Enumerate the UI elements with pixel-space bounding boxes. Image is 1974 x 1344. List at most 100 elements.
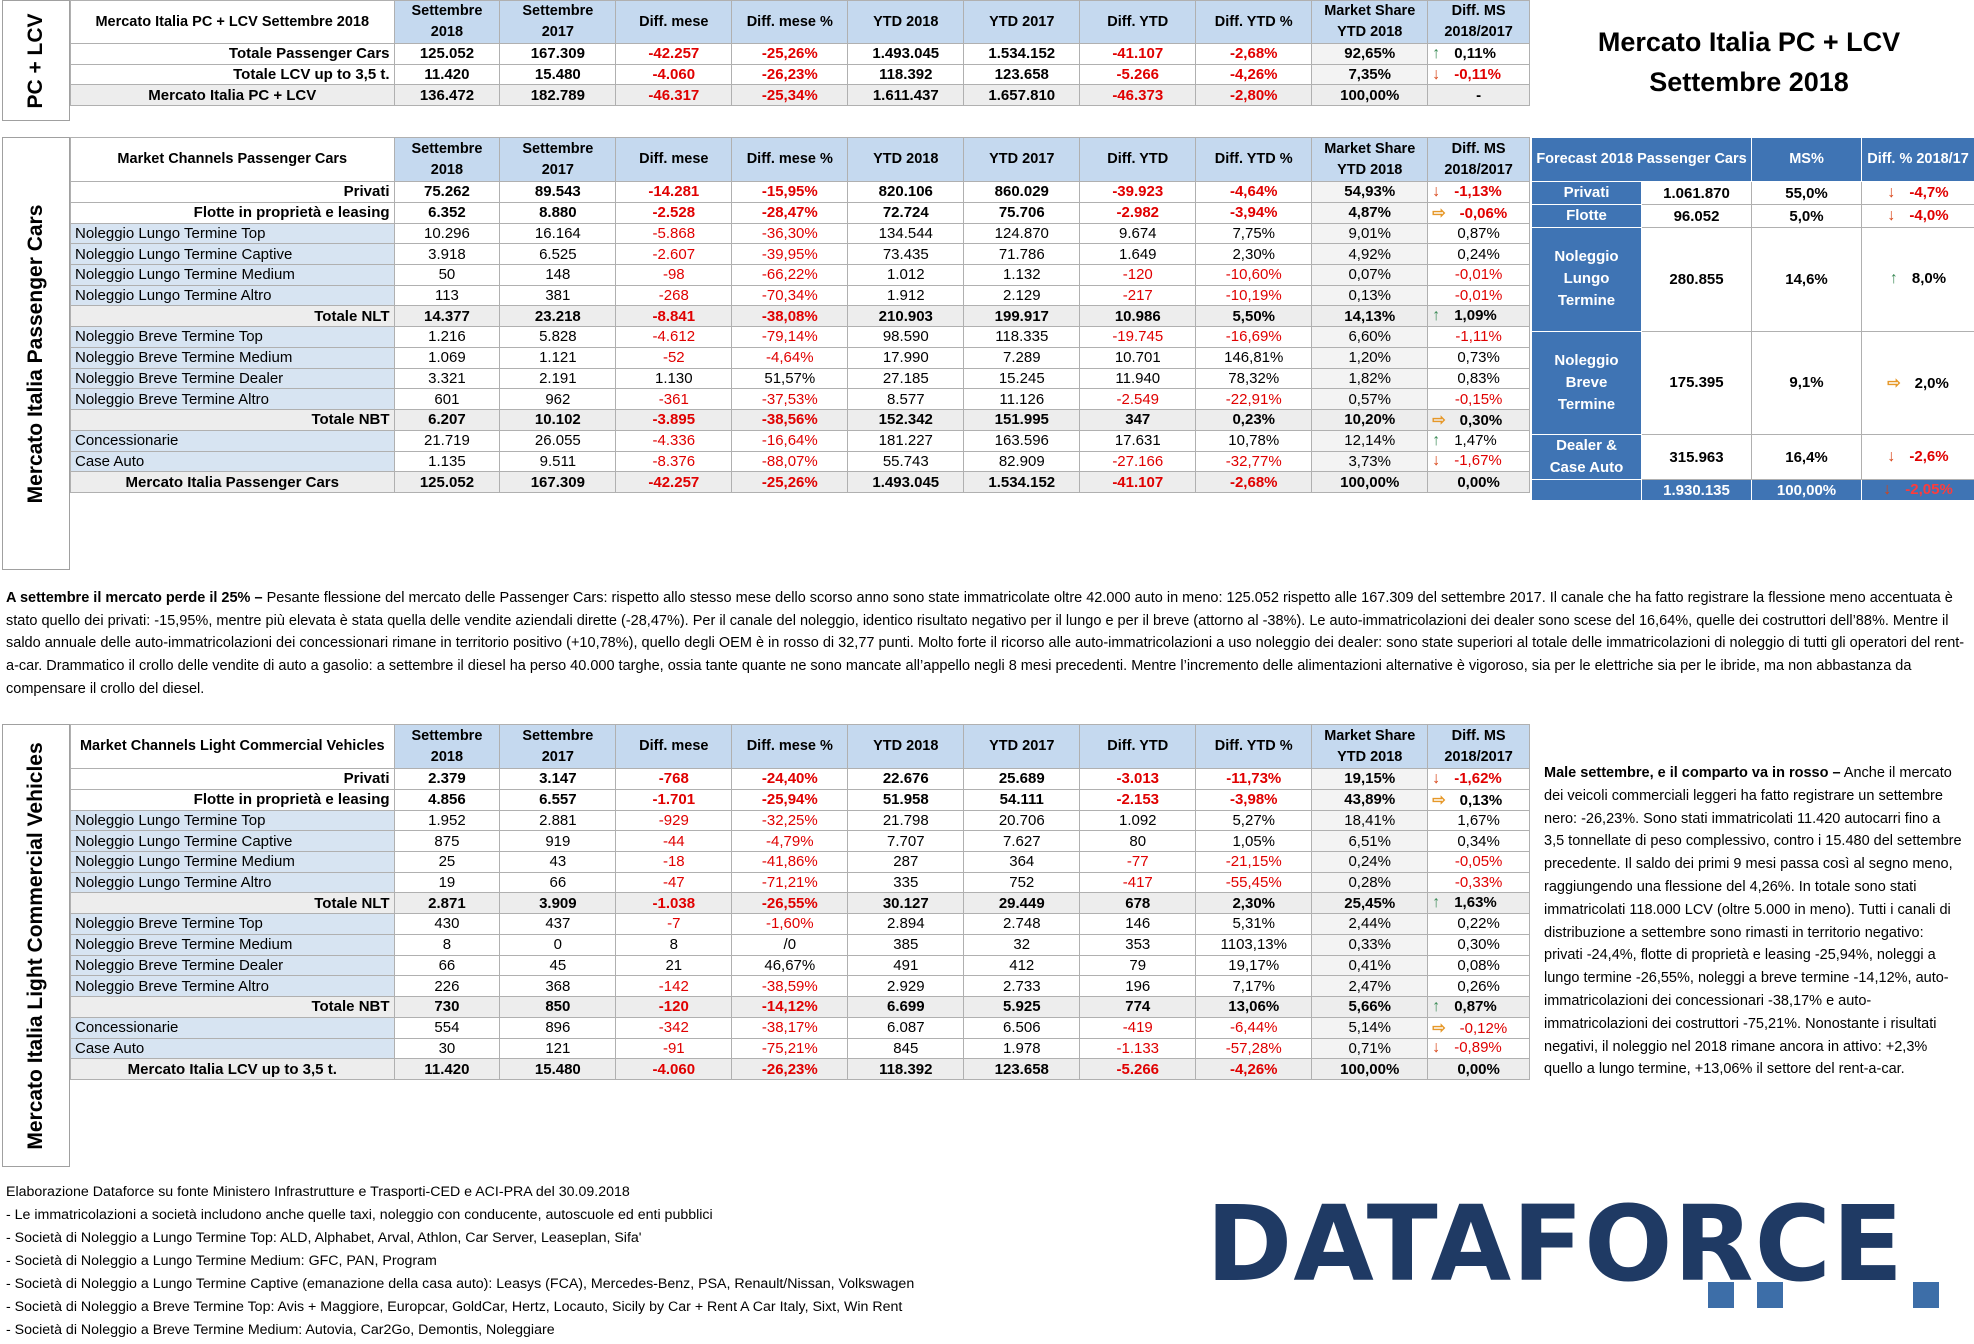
logo-square-2 xyxy=(1757,1282,1783,1308)
footer-notes: Elaborazione Dataforce su fonte Minister… xyxy=(6,1181,914,1342)
cell-value: 79 xyxy=(1079,954,1197,977)
cell-value: 7.707 xyxy=(847,830,965,853)
cell-value: 3.909 xyxy=(499,892,617,915)
row-label: Noleggio Breve Termine Dealer xyxy=(70,367,395,390)
cell-value: -768 xyxy=(615,768,733,790)
cell-value: -268 xyxy=(615,284,733,307)
cell-value: 1.978 xyxy=(963,1037,1081,1060)
cell-value: -4,64% xyxy=(1195,181,1313,203)
cell-value: -26,23% xyxy=(731,63,849,86)
cell-value: -417 xyxy=(1079,871,1197,894)
diff-ms-value: -1,62% xyxy=(1454,769,1502,787)
diff-ms-cell: ↑ 0,87% xyxy=(1427,995,1530,1018)
cell-value: 10.986 xyxy=(1079,305,1197,328)
forecast-value: 1.061.870 xyxy=(1640,181,1753,205)
cell-value: 92,65% xyxy=(1311,43,1429,65)
cell-value: -4,26% xyxy=(1195,63,1313,86)
logo-square-3 xyxy=(1913,1282,1939,1308)
row-label: Mercato Italia Passenger Cars xyxy=(70,471,395,493)
forecast-diff: ↓ -4,7% xyxy=(1861,181,1974,205)
cell-value: -929 xyxy=(615,809,733,832)
row-label: Flotte in proprietà e leasing xyxy=(70,788,395,811)
forecast-table: Forecast 2018 Passenger Cars MS% Diff. % 2… xyxy=(1530,137,1974,501)
cell-value: -2,68% xyxy=(1195,471,1313,493)
cell-value: -27.166 xyxy=(1079,450,1197,473)
arrow-up-icon: ↑ xyxy=(1432,997,1441,1015)
forecast-total-ms: 100,00% xyxy=(1751,479,1863,501)
cell-value: 3,73% xyxy=(1311,450,1429,473)
cell-value: 0,41% xyxy=(1311,954,1429,977)
cell-value: 7.289 xyxy=(963,346,1081,369)
column-header: YTD 2017 xyxy=(963,137,1081,182)
cell-value: 2.929 xyxy=(847,975,965,997)
diff-ms-cell: -1,11% xyxy=(1427,326,1530,348)
diff-ms-value: 0,73% xyxy=(1457,349,1500,367)
cell-value: 1.135 xyxy=(393,450,501,473)
diff-ms-value: 0,34% xyxy=(1457,832,1500,850)
column-header: Diff. MS 2018/2017 xyxy=(1427,0,1530,44)
table-row: Noleggio Breve Termine Top 1.216 5.828 -4.6… xyxy=(70,326,1530,348)
cell-value: 491 xyxy=(847,954,965,977)
row-label: Noleggio Breve Termine Altro xyxy=(70,388,395,410)
cell-value: -24,40% xyxy=(731,768,849,790)
diff-ms-cell: 0,24% xyxy=(1427,243,1530,266)
diff-ms-cell: - xyxy=(1427,84,1530,107)
table-row: Mercato Italia LCV up to 3,5 t. 11.420 15.… xyxy=(70,1058,1530,1080)
cell-value: 335 xyxy=(847,871,965,894)
table-row: Noleggio Lungo Termine Altro 113 381 -268 -7… xyxy=(70,284,1530,307)
diff-ms-value: -0,05% xyxy=(1454,853,1503,871)
cell-value: 167.309 xyxy=(499,471,617,493)
cell-value: 8.577 xyxy=(847,388,965,410)
arrow-down-icon: ↓ xyxy=(1432,182,1441,200)
cell-value: -22,91% xyxy=(1195,388,1313,410)
cell-value: 118.392 xyxy=(847,63,965,86)
row-label: Noleggio Lungo Termine Top xyxy=(70,809,395,832)
cell-value: 347 xyxy=(1079,408,1197,431)
table-header: Market Channels Light Commercial Vehicle… xyxy=(70,724,1530,769)
table-row: Privati 75.262 89.543 -14.281 -15,95% 820.106… xyxy=(70,181,1530,203)
diff-ms-cell: 0,22% xyxy=(1427,913,1530,935)
cell-value: 1.069 xyxy=(393,346,501,369)
diff-ms-value: 0,13% xyxy=(1459,791,1503,809)
logo-square-1 xyxy=(1708,1282,1734,1308)
cell-value: -1.133 xyxy=(1079,1037,1197,1060)
arrow-up-icon: ↑ xyxy=(1889,270,1898,288)
cell-value: -57,28% xyxy=(1195,1037,1313,1060)
cell-value: 2.191 xyxy=(499,367,617,390)
cell-value: 1.952 xyxy=(393,809,501,832)
diff-ms-cell: 0,00% xyxy=(1427,1058,1530,1080)
cell-value: 146 xyxy=(1079,913,1197,935)
cell-value: 152.342 xyxy=(847,408,965,431)
cell-value: 962 xyxy=(499,388,617,410)
table-row: Noleggio Lungo Termine Top 1.952 2.881 -929… xyxy=(70,809,1530,832)
forecast-label: Dealer & Case Auto xyxy=(1531,434,1642,480)
cell-value: -47 xyxy=(615,871,733,894)
footer-line: - Società di Noleggio a Breve Termine To… xyxy=(6,1299,903,1315)
cell-value: 850 xyxy=(499,995,617,1018)
cell-value: 98.590 xyxy=(847,326,965,348)
cell-value: 13,06% xyxy=(1195,995,1313,1018)
table-row: Totale NBT 730 850 -120 -14,12% 6.699 5.925 774… xyxy=(70,995,1530,1018)
cell-value: 8 xyxy=(615,933,733,956)
cell-value: -19.745 xyxy=(1079,326,1197,348)
diff-ms-cell: 0,73% xyxy=(1427,346,1530,369)
cell-value: 32 xyxy=(963,933,1081,956)
cell-value: 167.309 xyxy=(499,43,617,65)
table-row: Noleggio Lungo Termine Altro 19 66 -47 -71,2… xyxy=(70,871,1530,894)
cell-value: -41,86% xyxy=(731,851,849,873)
cell-value: 4.856 xyxy=(393,788,501,811)
cell-value: 2.733 xyxy=(963,975,1081,997)
cell-value: 2,47% xyxy=(1311,975,1429,997)
cell-value: 21.719 xyxy=(393,429,501,452)
cell-value: -120 xyxy=(615,995,733,1018)
forecast-value: 280.855 xyxy=(1640,227,1753,332)
cell-value: -75,21% xyxy=(731,1037,849,1060)
cell-value: 5,50% xyxy=(1195,305,1313,328)
diff-ms-cell: -0,01% xyxy=(1427,264,1530,286)
cell-value: 16.164 xyxy=(499,222,617,245)
cell-value: -142 xyxy=(615,975,733,997)
cell-value: 151.995 xyxy=(963,408,1081,431)
cell-value: 6.207 xyxy=(393,408,501,431)
diff-ms-value: 0,08% xyxy=(1457,956,1500,974)
diff-ms-value: -0,15% xyxy=(1454,390,1503,408)
